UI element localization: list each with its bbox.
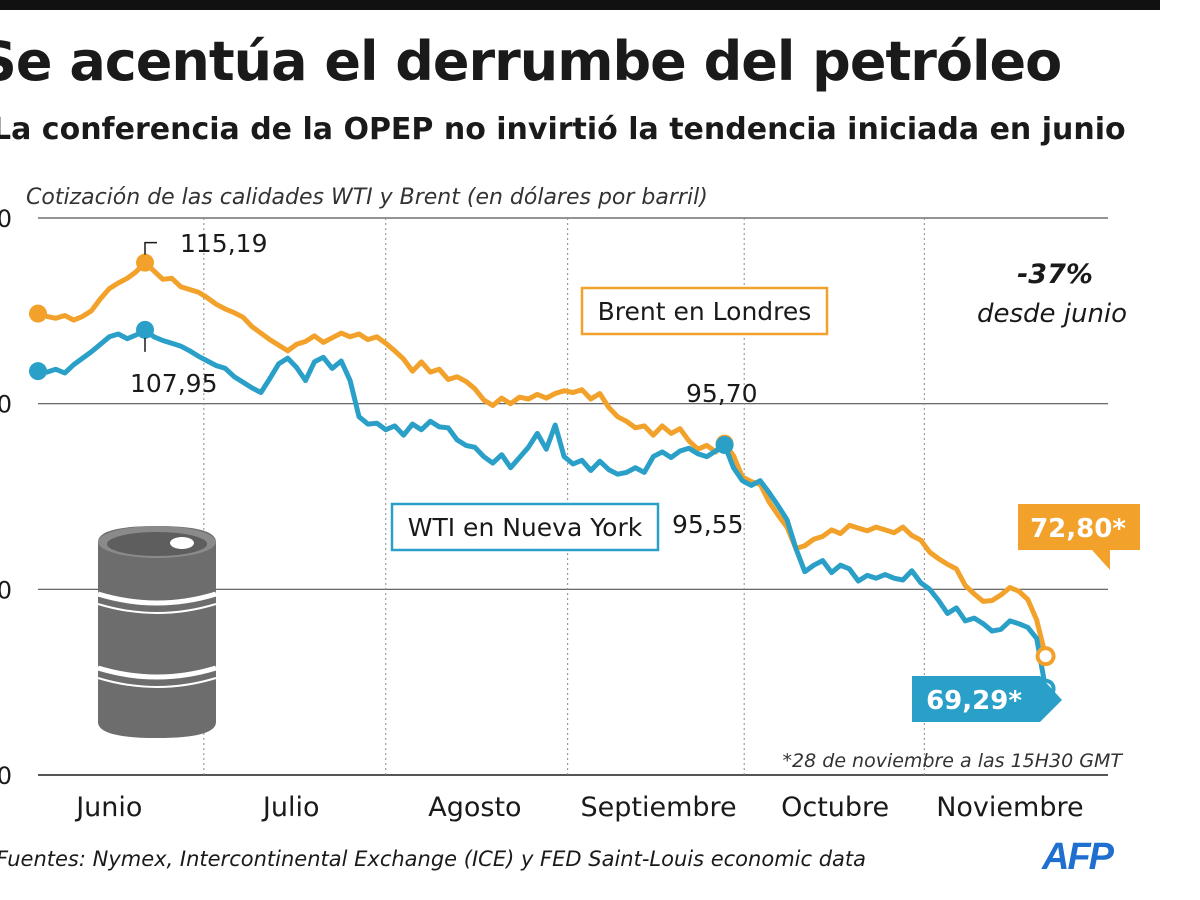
annotation-brent-sep: 95,70: [686, 379, 758, 408]
chart-title: Se acentúa el derrumbe del petróleo: [0, 30, 1062, 93]
callout-wti-end: 69,29*: [926, 686, 1022, 716]
callout-brent-end: 72,80*: [1030, 514, 1126, 544]
series-line-brent: [35, 260, 1049, 659]
data-point: [715, 435, 734, 454]
change-value: -37%: [1017, 259, 1093, 290]
chart-subtitle: La conferencia de la OPEP no invirtió la…: [0, 112, 1126, 147]
annotation-brent-peak: 115,19: [180, 229, 267, 258]
y-tick-label: 80: [0, 576, 12, 604]
y-tick-label: 120: [0, 205, 12, 233]
change-label: desde junio: [977, 299, 1127, 329]
data-point: [1035, 646, 1056, 667]
data-point: [136, 320, 154, 339]
data-point: [136, 253, 154, 272]
annotation-wti-sep: 95,55: [672, 510, 744, 539]
legend-wti: WTI en Nueva York: [408, 513, 643, 542]
x-tick-label: Julio: [261, 792, 320, 823]
series-layer: [29, 253, 1056, 699]
afp-logo: AFP: [1042, 836, 1114, 878]
chart-caption: Cotización de las calidades WTI y Brent …: [26, 185, 708, 210]
top-rule: [0, 0, 1160, 10]
footnote: *28 de noviembre a las 15H30 GMT: [783, 750, 1124, 772]
x-tick-label: Noviembre: [936, 792, 1083, 823]
x-tick-label: Octubre: [781, 792, 889, 823]
callout-brent-box: [1018, 504, 1140, 570]
y-tick-label: 100: [0, 391, 12, 419]
x-tick-label: Agosto: [428, 792, 521, 823]
annotation-layer: Brent en Londres WTI en Nueva York 115,19 1…: [130, 229, 1140, 722]
data-point: [29, 304, 47, 323]
annotation-leader: [144, 241, 157, 255]
callout-wti-box: [912, 676, 1062, 722]
legend-wti-box: [390, 502, 660, 552]
data-point: [29, 362, 47, 381]
y-tick-label: 60: [0, 762, 12, 790]
legend-brent: Brent en Londres: [598, 297, 812, 326]
source-note: Fuentes: Nymex, Intercontinental Exchang…: [0, 847, 867, 871]
oil-barrel-icon: [97, 526, 217, 738]
annotation-wti-peak: 107,95: [130, 369, 217, 398]
x-tick-label: Septiembre: [581, 792, 737, 823]
x-tick-label: Junio: [74, 792, 142, 823]
series-line-wti: [35, 327, 1049, 692]
legend-brent-box: [580, 286, 829, 336]
